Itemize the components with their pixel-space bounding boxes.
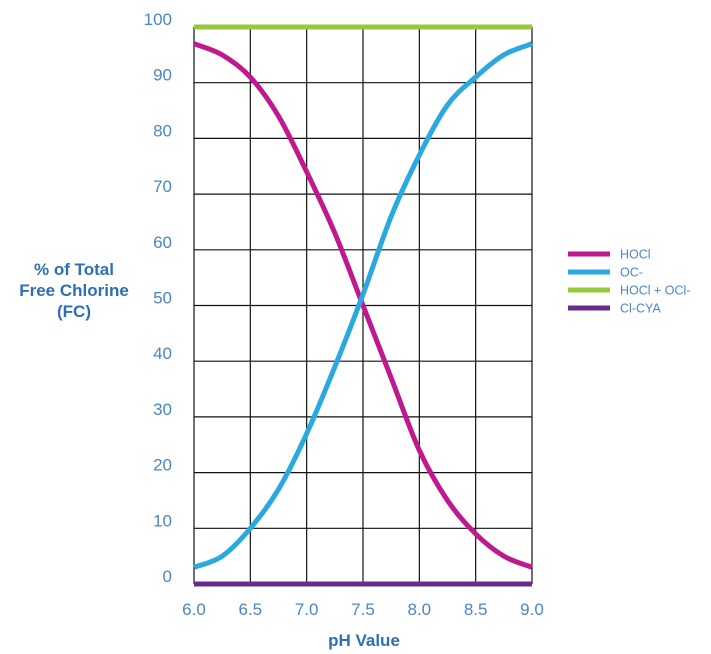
legend: HOCl OC- HOCl + OCl- Cl-CYA — [568, 248, 691, 316]
y-tick-label: 80 — [153, 121, 172, 140]
x-tick-label: 7.0 — [295, 600, 319, 619]
series-line-hocl — [193, 41, 533, 570]
y-axis-title-line-3: (FC) — [57, 302, 91, 321]
y-tick-label: 0 — [163, 567, 172, 586]
y-tick-label: 50 — [153, 289, 172, 308]
y-axis-title-line-2: Free Chlorine — [19, 281, 129, 300]
y-axis-title: % of Total Free Chlorine (FC) — [19, 260, 129, 321]
series-line-oc — [193, 41, 533, 570]
x-tick-label: 8.0 — [408, 600, 432, 619]
x-tick-label: 8.5 — [464, 600, 488, 619]
x-tick-label: 9.0 — [520, 600, 544, 619]
x-tick-label: 7.5 — [351, 600, 375, 619]
y-tick-label: 90 — [153, 66, 172, 85]
x-axis-title: pH Value — [328, 631, 400, 650]
x-axis-ticks: 6.0 6.5 7.0 7.5 8.0 8.5 9.0 — [182, 600, 544, 619]
x-tick-label: 6.0 — [182, 600, 206, 619]
series-lines — [193, 24, 533, 587]
y-tick-label: 70 — [153, 177, 172, 196]
y-axis-title-line-1: % of Total — [34, 260, 114, 279]
legend-label-cl-cya: Cl-CYA — [620, 302, 661, 316]
legend-label-hocl: HOCl — [620, 248, 651, 262]
y-tick-label: 20 — [153, 456, 172, 475]
y-tick-label: 30 — [153, 400, 172, 419]
x-tick-label: 6.5 — [239, 600, 263, 619]
y-tick-label: 60 — [153, 233, 172, 252]
legend-label-hocl-ocl: HOCl + OCl- — [620, 284, 691, 298]
y-axis-ticks: 0 10 20 30 40 50 60 70 80 90 100 — [144, 10, 172, 586]
y-tick-label: 10 — [153, 511, 172, 530]
legend-label-oc: OC- — [620, 266, 643, 280]
y-tick-label: 40 — [153, 344, 172, 363]
y-tick-label: 100 — [144, 10, 172, 29]
